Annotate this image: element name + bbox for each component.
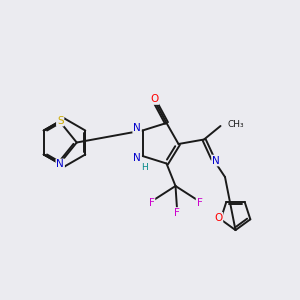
Text: O: O [214,213,222,223]
Text: S: S [57,116,64,126]
Text: N: N [133,153,141,164]
Text: N: N [133,123,141,133]
Text: H: H [141,163,147,172]
Text: F: F [174,208,180,218]
Text: N: N [56,159,64,170]
Text: F: F [148,198,154,208]
Text: O: O [150,94,159,104]
Text: F: F [196,198,202,208]
Text: N: N [212,155,220,166]
Text: CH₃: CH₃ [228,120,244,129]
